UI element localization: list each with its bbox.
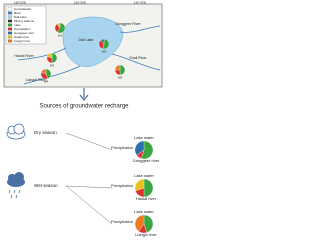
- pie-label: Lake water: [134, 209, 154, 214]
- river: [17, 47, 67, 61]
- pie-slice: [134, 140, 145, 156]
- legend-swatch: [7, 39, 13, 43]
- pie-label: Lake water: [134, 173, 154, 178]
- connector: [65, 132, 113, 151]
- river: [23, 65, 81, 85]
- river: [119, 25, 161, 33]
- legend-label: Mining stations: [14, 19, 35, 23]
- legend-swatch: [7, 15, 13, 19]
- pie-label: Liangzi river: [135, 232, 157, 237]
- pie-label: Precipitation: [111, 183, 133, 188]
- place-label: Shali River: [129, 56, 147, 60]
- lon-label: 116°30'E: [74, 0, 86, 4]
- legend-box: [5, 5, 47, 45]
- legend-label: Gonggeer river: [14, 31, 34, 35]
- cloud-dry: [6, 123, 26, 140]
- pie-slice: [41, 68, 47, 75]
- pie-slice: [47, 52, 53, 59]
- lake: [62, 16, 123, 68]
- pie-label: Lake water: [134, 135, 154, 140]
- legend-label: Haolai river: [14, 35, 29, 39]
- connector: [65, 185, 113, 225]
- pie-slice: [141, 140, 154, 160]
- pie-slice: [134, 178, 145, 191]
- legend-label: Liangzi river: [14, 39, 30, 43]
- legend-swatch: [7, 11, 13, 15]
- legend-swatch: [7, 31, 13, 35]
- cloud-wet: [7, 172, 25, 199]
- well-label: W3: [50, 63, 55, 67]
- legend-swatch: [7, 23, 13, 27]
- legend-label: Lake: [14, 23, 21, 27]
- legend-label: Groundwater: [14, 7, 31, 11]
- place-label: Gonggeer River: [115, 22, 141, 26]
- pie-slice: [119, 64, 126, 76]
- lon-label: 116°35'E: [134, 0, 146, 4]
- place-label: Haolai River: [14, 54, 34, 58]
- pie-slice: [56, 22, 66, 34]
- well-label: W1: [58, 33, 63, 37]
- river: [111, 53, 161, 71]
- pie-slice: [143, 214, 154, 233]
- connector: [65, 185, 113, 189]
- pie-label: Precipitation: [111, 145, 133, 150]
- legend-swatch: [7, 19, 13, 23]
- diagram-title: Sources of groundwater recharge: [39, 104, 129, 110]
- legend-swatch: [7, 27, 13, 31]
- pie-label: Gonggeer river: [133, 158, 160, 163]
- arrow: [79, 88, 89, 101]
- legend-swatch: [7, 7, 13, 11]
- pie-slice: [114, 64, 121, 71]
- legend-label: Precipitation: [14, 27, 31, 31]
- pie-slice: [100, 38, 105, 45]
- pie-slice: [143, 178, 154, 198]
- legend-label: Dali Lake: [14, 15, 27, 19]
- legend-swatch: [7, 35, 13, 39]
- lon-label: 116°25'E: [14, 0, 26, 4]
- pie-slice: [51, 52, 58, 64]
- well-label: W5: [118, 75, 123, 79]
- place-label: Dali Lake: [79, 38, 94, 42]
- pie-label: Haolai river: [136, 196, 157, 201]
- pie-slice: [56, 22, 61, 29]
- figure: 116°25'E 116°30'E 116°35'E GroundwaterRiver…: [3, 0, 163, 237]
- well-label: W4: [44, 79, 49, 83]
- season-label: Wet season: [34, 183, 58, 188]
- legend-label: River: [14, 11, 21, 15]
- pie-label: Precipitation: [111, 219, 133, 224]
- pie-slice: [134, 214, 145, 232]
- well-label: W2: [102, 49, 107, 53]
- season-label: Dry season: [34, 130, 57, 135]
- place-label: Liangzi River: [26, 78, 48, 82]
